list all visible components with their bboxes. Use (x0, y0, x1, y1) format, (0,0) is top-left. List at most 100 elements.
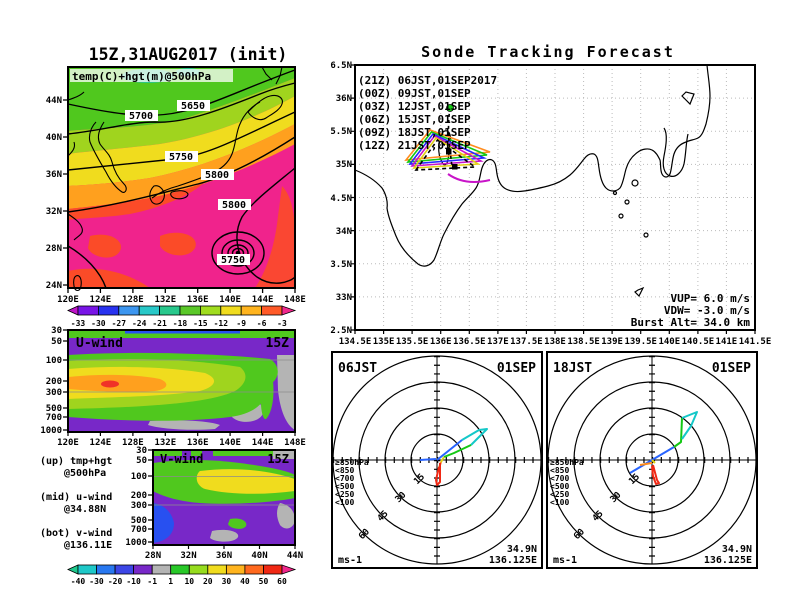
cbar-tick: -6 (257, 319, 267, 328)
vup-value: VUP= 6.0 m/s (671, 292, 750, 305)
pressure-tick: 30 (136, 446, 147, 456)
cbar-tick: -18 (173, 319, 188, 328)
init-map-panel: 15Z,31AUG2017 (init) (46, 45, 306, 328)
sonde-legend: (21Z) 06JST,01SEP2017 (00Z) 09JST,01SEP … (358, 74, 497, 152)
pressure-tick: 700 (131, 525, 147, 535)
lat-tick: 44N (287, 551, 303, 561)
lat-tick: 24N (46, 281, 62, 291)
init-map-lon-labels: 120E 124E 128E 132E 136E 140E 144E 148E (57, 295, 306, 305)
sonde-map-panel: Sonde Tracking Forecast (21Z) 06JST,01SE… (330, 43, 771, 347)
lat-tick: 40N (251, 551, 267, 561)
hodo-station-lon: 136.125E (489, 555, 537, 566)
cbar-tick: -30 (91, 319, 106, 328)
pressure-tick: 1000 (125, 538, 147, 548)
sonde-title: Sonde Tracking Forecast (421, 43, 675, 61)
cbar-tick: -3 (277, 319, 287, 328)
note-bot-lon: @136.11E (64, 540, 112, 551)
field-label: temp(C)+hgt(m)@500hPa (72, 70, 211, 83)
pressure-tick: 1000 (40, 426, 62, 436)
legend-item: <500 (550, 482, 569, 491)
sonde-tracks (404, 104, 491, 183)
vwind-side-notes: (up) tmp+hgt @500hPa (mid) u-wind @34.88… (40, 456, 112, 551)
lon-tick: 120E (57, 295, 79, 305)
cbar-tick: -33 (71, 319, 86, 328)
uwind-pressure-labels: 30 50 100 200 300 500 700 1000 (40, 326, 62, 436)
lat-tick: 32N (46, 207, 62, 217)
legend-item: <500 (335, 482, 354, 491)
ring-label: 15 (627, 472, 642, 487)
pressure-tick: 300 (46, 388, 62, 398)
uwind-panel: U-wind 15Z 30 50 100 200 300 500 700 100… (40, 326, 306, 448)
cbar-tick: -40 (71, 577, 86, 586)
lon-tick: 135E (373, 337, 395, 347)
legend-item: <700 (550, 474, 569, 483)
uwind-lon-labels: 120E 124E 128E 132E 136E 140E 144E 148E (57, 438, 306, 448)
lon-tick: 136E (187, 438, 209, 448)
lat-tick: 35.5N (330, 127, 352, 137)
hodo-frame (331, 351, 543, 569)
pressure-tick: 50 (136, 456, 147, 466)
lon-tick: 120E (57, 438, 79, 448)
lat-tick: 34.5N (330, 194, 352, 204)
lon-tick: 140E (658, 337, 680, 347)
lon-tick: 132E (154, 438, 176, 448)
lat-tick: 28N (145, 551, 161, 561)
vwind-lat-labels: 28N 32N 36N 40N 44N (145, 551, 303, 561)
hodo-station-lat: 34.9N (507, 544, 537, 555)
contour-label: 5650 (181, 101, 205, 112)
contour-label: 5800 (222, 200, 246, 211)
legend-item: ≥850hPa (335, 458, 369, 467)
pressure-tick: 500 (131, 516, 147, 526)
pressure-tick: 50 (51, 337, 62, 347)
lat-tick: 33.5N (330, 260, 352, 270)
contour-label: 5800 (205, 170, 229, 181)
pressure-tick: 200 (46, 377, 62, 387)
temp-colorbar (67, 305, 297, 316)
wind-colorbar-labels: -40 -30 -20 -10 -1 1 10 20 30 40 50 60 (71, 577, 287, 586)
legend-item: ≥850hPa (550, 458, 584, 467)
init-map-frame (67, 66, 296, 289)
legend-item: <250 (335, 490, 354, 499)
cbar-tick: -9 (236, 319, 246, 328)
lon-tick: 136E (430, 337, 452, 347)
hodo-frame (546, 351, 758, 569)
lat-tick: 44N (46, 96, 62, 106)
lon-tick: 148E (284, 295, 306, 305)
hodo-station-lon: 136.125E (704, 555, 752, 566)
note-mid: (mid) u-wind (40, 491, 112, 503)
legend-item: <100 (550, 498, 569, 507)
cbar-tick: 1 (168, 577, 173, 586)
lat-tick: 36.5N (330, 61, 352, 71)
pressure-tick: 700 (46, 413, 62, 423)
legend-item: (09Z) 18JST,01SEP (358, 126, 471, 139)
cbar-tick: -10 (126, 577, 141, 586)
init-map-lat-labels: 44N 40N 36N 32N 28N 24N (46, 96, 62, 291)
uwind-axis-ticks (63, 329, 296, 436)
lon-tick: 138.5E (567, 337, 600, 347)
hodo-ring-labels: 15 30 45 60 (357, 472, 427, 542)
pressure-tick: 200 (131, 491, 147, 501)
temp-colorbar-labels: -33 -30 -27 -24 -21 -18 -15 -12 -9 -6 -3 (71, 319, 287, 328)
lat-tick: 36N (216, 551, 232, 561)
lon-tick: 135.5E (396, 337, 429, 347)
lon-tick: 144E (252, 438, 274, 448)
legend-item: <850 (550, 466, 569, 475)
lat-tick: 36N (336, 94, 352, 104)
uwind-title: U-wind (76, 336, 123, 351)
legend-item: <100 (335, 498, 354, 507)
lon-tick: 139.5E (624, 337, 657, 347)
note-bot: (bot) v-wind (40, 527, 112, 539)
lat-tick: 34N (336, 227, 352, 237)
lon-tick: 134.5E (339, 337, 372, 347)
hodo-track (629, 411, 698, 485)
sonde-grid (355, 65, 755, 330)
cbar-tick: 20 (203, 577, 213, 586)
vwind-panel: (up) tmp+hgt @500hPa (mid) u-wind @34.88… (40, 446, 303, 586)
vwind-axis-ticks (148, 449, 296, 549)
legend-item: (06Z) 15JST,01SEP (358, 113, 471, 126)
hodo-track (419, 428, 488, 486)
lon-tick: 128E (122, 295, 144, 305)
vwind-pressure-labels: 30 50 100 200 300 500 700 1000 (125, 446, 147, 548)
uwind-fill (68, 330, 295, 432)
